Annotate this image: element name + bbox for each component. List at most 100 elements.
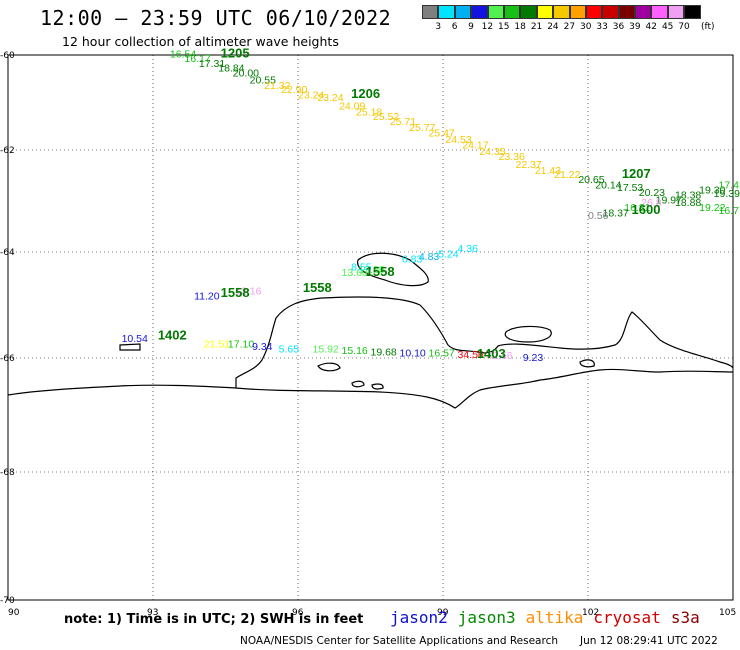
y-tick-label: -68 <box>0 468 15 478</box>
legend-swatch <box>585 5 603 19</box>
wave-height-point: 13.26 <box>358 264 384 276</box>
legend-label: 39 <box>629 22 641 32</box>
wave-height-point: 15.16 <box>342 345 368 357</box>
island-shape <box>504 325 552 343</box>
wave-height-point: 21.51 <box>204 338 230 350</box>
coastline <box>7 296 734 396</box>
wave-height-point: 23.36 <box>499 151 525 163</box>
wave-height-point: 20.00 <box>233 67 259 79</box>
wave-height-point: 19.39 <box>714 188 740 200</box>
legend-label: 12 <box>481 22 494 32</box>
wave-height-point: 17.4 <box>719 179 740 191</box>
satellite-name: jason3 <box>457 608 516 627</box>
wave-height-point: 19.68 <box>371 346 397 358</box>
x-tick-label: 105 <box>719 608 736 618</box>
legend-swatch <box>553 5 570 19</box>
wave-height-point: 20.55 <box>250 75 276 87</box>
wave-height-point: 5.65 <box>279 344 300 356</box>
wave-height-point: 20.14 <box>595 179 621 191</box>
legend-swatch <box>454 5 472 19</box>
legend-swatch <box>422 5 439 19</box>
time-labels: 1205 1206 1207 1600 1558 1558 1558 1402 1403 <box>158 45 661 361</box>
legend-label: 9 <box>468 22 474 32</box>
legend-label: 21 <box>530 22 543 32</box>
legend-label: 24 <box>547 22 559 32</box>
wave-height-point: 10.54 <box>122 333 148 345</box>
note-text: note: 1) Time is in UTC; 2) SWH is in fe… <box>64 612 364 627</box>
wave-height-point: 16.57 <box>429 347 455 359</box>
satellite-name: jason2 <box>390 608 448 627</box>
wave-height-point: 20.23 <box>639 187 665 199</box>
legend-label: 27 <box>563 22 576 32</box>
y-tick-label: -62 <box>0 146 15 156</box>
wave-height-point: 4.36 <box>458 243 479 255</box>
wave-height-point: 21.22 <box>554 169 580 181</box>
legend-swatch <box>569 5 586 19</box>
legend-label: 70 <box>678 22 690 32</box>
wave-height-point: 25.77 <box>409 122 435 134</box>
y-tick-label: -70 <box>0 596 15 606</box>
page-subtitle: 12 hour collection of altimeter wave hei… <box>62 34 339 49</box>
wave-height-point: 21.43 <box>535 165 561 177</box>
wave-height-point: 22.90 <box>281 84 307 96</box>
island-shape <box>371 383 384 390</box>
legend-swatch <box>438 5 455 19</box>
time-label: 1558 <box>366 264 395 279</box>
legend-swatch <box>667 5 685 19</box>
satellite-legend: jason2 jason3 altika cryosat s3a <box>390 608 710 627</box>
wave-height-point: 19.30 <box>699 184 725 196</box>
wave-height-point: 11.20 <box>194 291 220 303</box>
time-label: 1558 <box>221 285 250 300</box>
wave-height-point: 19.22 <box>699 202 725 214</box>
wave-height-point: 21.32 <box>264 80 290 92</box>
satellite-name: cryosat <box>593 608 661 627</box>
wave-height-point: 24.17 <box>462 140 488 152</box>
wave-height-point: 16.81 <box>624 202 650 214</box>
legend-label: 3 <box>435 22 442 32</box>
wave-height-point: 25.52 <box>373 111 399 123</box>
time-label: 1206 <box>351 86 380 101</box>
map-frame <box>7 54 734 601</box>
time-label: 1403 <box>477 346 506 361</box>
legend-label: 18 <box>514 22 526 32</box>
legend-swatch <box>503 5 521 19</box>
x-tick-label: 90 <box>8 608 20 618</box>
island-shape <box>357 252 429 287</box>
legend-swatch <box>618 5 636 19</box>
wave-height-point: 17.31 <box>199 58 225 70</box>
legend-label: 6 <box>451 22 458 32</box>
x-tick-label: 93 <box>147 608 158 618</box>
wave-height-point: 19.97 <box>656 195 682 207</box>
wave-height-point: 5.24 <box>438 248 459 260</box>
wave-height-point: 17.53 <box>617 182 643 194</box>
wave-height-point: 24.53 <box>445 134 471 146</box>
axis-ticks: 90 93 96 99 102 105 -60 -62 -64 -66 -68 -70 <box>0 51 736 618</box>
color-scale-unit: (ft) <box>701 22 715 32</box>
time-label: 1205 <box>221 45 250 60</box>
wave-height-point: 16.54 <box>170 48 196 60</box>
legend-swatch <box>635 5 652 19</box>
island-shape <box>317 362 341 372</box>
wave-height-point: 34.56 <box>458 349 484 361</box>
wave-height-point: 24.35 <box>479 146 505 158</box>
map-grid <box>7 54 734 601</box>
time-label: 1600 <box>632 202 661 217</box>
footer-credit: NOAA/NESDIS Center for Satellite Applica… <box>240 635 558 647</box>
color-scale-legend <box>422 5 701 19</box>
wave-height-point: 16.17 <box>184 53 210 65</box>
x-tick-label: 99 <box>437 608 449 618</box>
wave-height-point: 24.09 <box>339 101 365 113</box>
wave-height-point: 10.10 <box>400 347 426 359</box>
satellite-name: altika <box>525 608 584 627</box>
wave-height-point: 42.56 <box>487 350 513 362</box>
island-shape <box>579 359 595 368</box>
wave-height-point: 25.71 <box>390 116 416 128</box>
wave-height-point: 13.60 <box>342 267 368 279</box>
wave-height-point: 4.83 <box>419 251 440 263</box>
coastline-shelf <box>235 368 734 409</box>
wave-height-point: 16.7 <box>719 205 740 217</box>
wave-height-point: 25.18 <box>356 106 382 118</box>
legend-label: 30 <box>579 22 592 32</box>
legend-swatch <box>487 5 504 19</box>
wave-height-point: 9.34 <box>252 341 273 353</box>
